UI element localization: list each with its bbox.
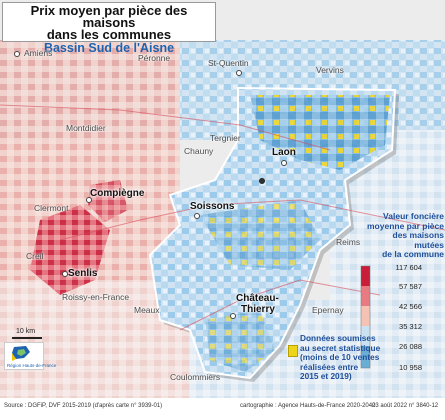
secret-legend-text: Données soumises au secret statistique (… [300,333,400,382]
footer-source: Source : DGFiP, DVF 2015-2019 (d'après c… [4,403,163,409]
place-montdidier: Montdidier [66,123,106,133]
title-box: Prix moyen par pièce des maisons dans le… [2,2,216,55]
region-logo: Région Hauts-de-France [4,342,56,370]
legend-value: 57 587 [399,282,422,291]
place-creil: Creil [26,251,44,261]
legend-title-line: des maisons [392,230,445,240]
legend-swatch-frame [360,265,371,369]
legend-title-line: de la commune [382,249,444,259]
legend-swatch-4 [361,326,370,346]
south-detail-zone [205,310,275,372]
place-chauny: Chauny [184,146,214,156]
central-detail-zone [200,200,320,270]
subtitle: Bassin Sud de l'Aisne [43,41,175,55]
secret-legend-line: au secret statistique [300,342,381,353]
region-logo-icon [12,346,30,361]
place-meaux: Meaux [134,305,160,315]
legend-value: 117 604 [395,263,422,272]
legend-title: Valeur foncière moyenne par pièce des ma… [360,211,445,260]
place-peronne: Péronne [138,53,171,63]
secret-legend-line: Données soumises [300,333,376,343]
place-dot [14,51,20,57]
secret-legend-line: réalisées entre [300,361,359,372]
place-tergnier: Tergnier [210,133,241,143]
scale-bar [12,337,42,339]
place-amiens: Amiens [24,48,53,58]
oise-high-price-area [30,205,110,295]
city-compiegne: Compiègne [90,188,145,199]
legend-value: 42 566 [399,302,422,311]
footer-date: 23 août 2022 n° 3840-12 [372,403,439,409]
legend-title-line: Valeur foncière [383,211,444,221]
place-epernay: Epernay [312,305,344,315]
place-st-quentin: St-Quentin [208,58,249,68]
legend-swatch-5 [361,346,370,368]
region-logo-text: Région Hauts-de-France [7,363,57,368]
place-roissy: Roissy-en-France [62,292,130,302]
secret-legend-line: 2015 et 2019) [300,371,352,381]
legend-swatch-1 [361,266,370,286]
city-senlis: Senlis [68,268,98,279]
city-dot [230,313,236,319]
place-clermont: Clermont [34,203,69,213]
footer-credit: cartographie : Agence Hauts-de-France 20… [240,403,376,409]
scale-label: 10 km [16,328,36,335]
title-line-2: dans les communes [46,27,172,42]
legend-title-line: moyenne par pièce [366,220,444,231]
secret-legend-line: (moins de 10 ventes [300,352,380,362]
title-line-1: Prix moyen par pièce des maisons [30,3,188,30]
legend-swatch-2 [361,286,370,306]
legend-value: 26 088 [399,342,422,351]
laon-detail-zone [250,95,390,170]
city-dot [86,197,92,203]
city-dot [194,213,200,219]
city-dot [281,160,287,166]
city-dot [259,178,265,184]
legend-value: 10 958 [399,363,422,372]
road [179,279,381,331]
legend-swatch-3 [361,306,370,326]
compiegne-high-price-area [88,180,128,222]
footer: Source : DGFiP, DVF 2015-2019 (d'après c… [0,398,445,420]
city-laon: Laon [272,147,296,158]
place-reims: Reims [336,237,361,247]
road [0,104,331,151]
road [59,199,445,241]
place-coulommiers: Coulommiers [170,372,221,382]
legend-title-line: mutées [414,239,444,250]
legend-value: 35 312 [399,322,422,331]
secret-legend-swatch [288,345,298,357]
place-dot [236,70,242,76]
city-soissons: Soissons [190,201,235,212]
city-dot [62,271,68,277]
city-chateau-thierry-line2: Thierry [241,304,275,315]
city-chateau-thierry-line1: Château- [236,293,279,304]
place-vervins: Vervins [316,65,344,75]
